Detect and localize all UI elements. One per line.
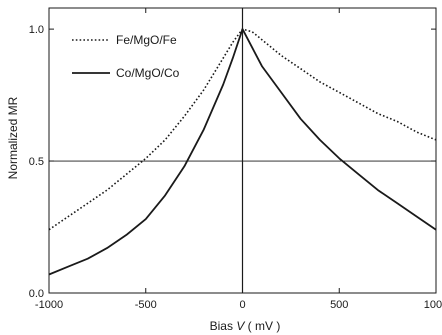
y-axis-ticks: 0.0 0.5 1.0 <box>29 24 436 300</box>
x-tick-label: 0 <box>239 299 245 311</box>
legend: Fe/MgO/Fe Co/MgO/Co <box>72 33 180 80</box>
x-axis-ticks: -1000 -500 0 500 1000 <box>35 8 442 311</box>
series-line-1 <box>48 28 437 276</box>
y-tick-label: 1.0 <box>29 24 44 36</box>
y-axis-title: Normalized MR <box>6 96 20 179</box>
legend-label-0: Fe/MgO/Fe <box>116 33 177 47</box>
x-tick-label: -500 <box>135 299 157 311</box>
legend-label-1: Co/MgO/Co <box>116 66 180 80</box>
x-axis-title-variable: V <box>236 319 245 333</box>
x-tick-label: -1000 <box>35 299 63 311</box>
x-axis-title: Bias V ( mV ) <box>210 319 281 333</box>
series-layer <box>48 28 437 276</box>
x-axis-title-prefix: Bias <box>210 319 237 333</box>
y-tick-label: 0.5 <box>29 156 44 168</box>
y-tick-label: 0.0 <box>29 288 44 300</box>
reference-lines <box>49 8 436 293</box>
x-tick-label: 500 <box>330 299 348 311</box>
x-axis-title-unit: ( mV ) <box>244 319 280 333</box>
x-tick-label: 1000 <box>424 299 442 311</box>
